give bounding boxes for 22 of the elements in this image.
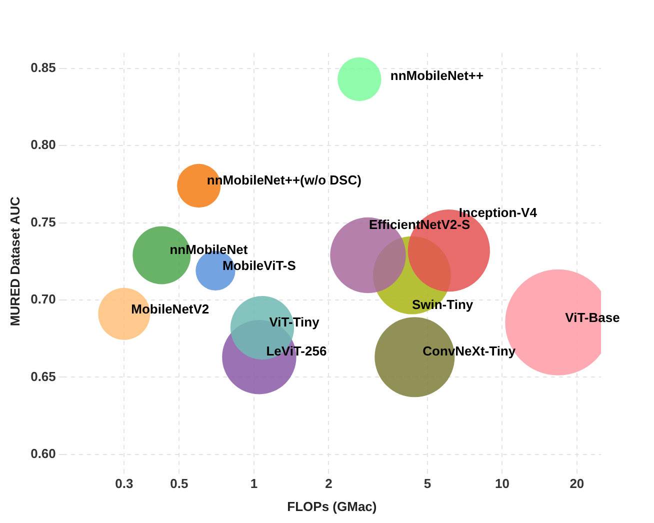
y-tick-label: 0.85 <box>30 60 56 76</box>
series-label: LeViT-256 <box>266 344 327 359</box>
series-label: ViT-Base <box>565 310 620 325</box>
series-label: MobileViT-S <box>222 258 296 274</box>
y-tick-label: 0.65 <box>30 368 56 384</box>
x-tick-label: 0.5 <box>170 476 188 492</box>
x-tick-label: 1 <box>250 476 258 492</box>
x-tick-label: 2 <box>325 476 332 492</box>
series-label: ViT-Tiny <box>269 314 320 330</box>
y-tick-label: 0.60 <box>30 446 56 461</box>
series-label: Inception-V4 <box>458 205 538 220</box>
y-tick-label: 0.75 <box>30 214 56 230</box>
x-tick-label: 0.3 <box>115 476 134 492</box>
x-tick-label: 5 <box>424 476 432 492</box>
series-label: nnMobileNet++ <box>390 68 484 83</box>
y-axis-title: MURED Dataset AUC <box>7 196 22 326</box>
x-axis-title: FLOPs (GMac) <box>287 498 377 514</box>
x-tick-label: 20 <box>570 476 584 492</box>
y-tick-label: 0.70 <box>30 292 56 307</box>
x-tick-label: 10 <box>494 476 510 492</box>
y-tick-label: 0.80 <box>30 137 56 152</box>
series-label: MobileNetV2 <box>131 301 210 316</box>
